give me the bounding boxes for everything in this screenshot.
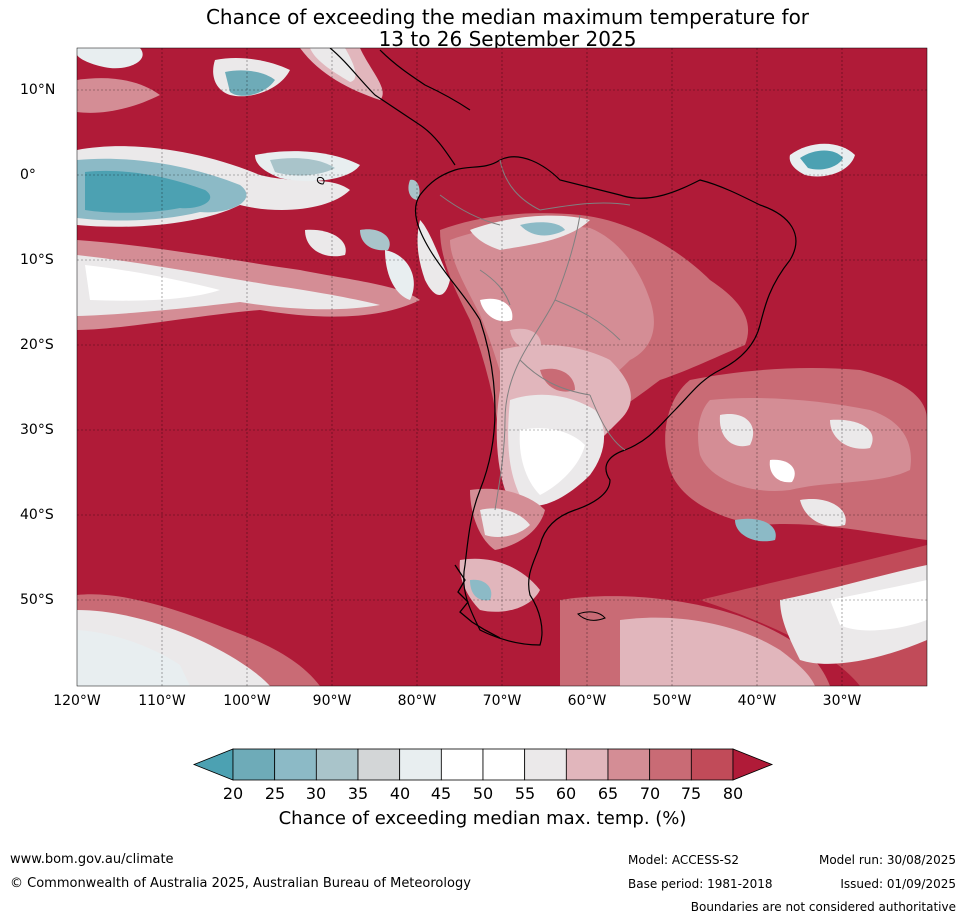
- footer-model-run: Model run: 30/08/2025: [818, 853, 956, 867]
- colorbar-tick-label: 50: [472, 784, 494, 803]
- colorbar-arrow-high: [732, 748, 774, 781]
- colorbar-segment: [274, 748, 317, 781]
- lon-tick-label: 120°W: [53, 693, 101, 709]
- lat-tick-label: 50°S: [20, 592, 54, 608]
- colorbar-segment: [232, 748, 276, 781]
- southern-ocean-bands: [77, 545, 927, 686]
- colorbar-tick-label: 55: [514, 784, 536, 803]
- lat-tick-label: 20°S: [20, 337, 54, 353]
- equatorial-atlantic-cool-region: [789, 143, 855, 177]
- colorbar-tick-label: 45: [430, 784, 452, 803]
- colorbar-segment: [357, 748, 401, 781]
- colorbar-segment: [524, 748, 567, 781]
- lon-tick-label: 110°W: [138, 693, 186, 709]
- footer-base-period: Base period: 1981-2018: [628, 877, 773, 891]
- central-america-coastline: [329, 48, 471, 166]
- lon-tick-label: 100°W: [223, 693, 271, 709]
- colorbar-tick-label: 60: [555, 784, 577, 803]
- colorbar-arrow-low: [192, 748, 234, 781]
- colorbar-segment: [482, 748, 526, 781]
- south-america-interior-regions: [408, 179, 749, 612]
- lon-tick-label: 30°W: [822, 693, 862, 709]
- gridlines: [77, 48, 927, 686]
- colorbar-segment: [315, 748, 359, 781]
- colorbar-segment: [607, 748, 651, 781]
- chilean-fjords: [454, 564, 501, 639]
- colorbar-segment: [565, 748, 609, 781]
- lon-tick-label: 70°W: [482, 693, 522, 709]
- lat-tick-label: 0°: [20, 167, 36, 183]
- galapagos-islands: [316, 177, 325, 185]
- south-america-coastline: [415, 156, 797, 646]
- pacific-equatorial-cool-region: [77, 146, 360, 227]
- lon-tick-label: 80°W: [397, 693, 437, 709]
- lat-tick-label: 10°N: [20, 82, 56, 98]
- south-atlantic-mottled-region: [665, 368, 927, 542]
- colorbar-title: Chance of exceeding median max. temp. (%…: [278, 808, 687, 829]
- lat-tick-label: 40°S: [20, 507, 54, 523]
- colorbar-tick-label: 75: [680, 784, 702, 803]
- colorbar-segment: [399, 748, 442, 781]
- colorbar-tick-label: 65: [597, 784, 619, 803]
- colorbar-tick-label: 20: [222, 784, 244, 803]
- map-frame: [76, 47, 928, 687]
- colorbar-tick-label: 35: [347, 784, 369, 803]
- lon-tick-label: 60°W: [567, 693, 607, 709]
- colorbar-tick-label: 70: [639, 784, 661, 803]
- footer-issued: Issued: 01/09/2025: [840, 877, 956, 891]
- map-title-line2: 13 to 26 September 2025: [378, 27, 637, 51]
- north-pacific-light-region: [77, 48, 383, 113]
- colorbar-tick-label: 25: [264, 784, 286, 803]
- footer-model: Model: ACCESS-S2: [628, 853, 740, 867]
- colorbar-segment: [649, 748, 692, 781]
- colorbar-tick-label: 40: [389, 784, 411, 803]
- lat-tick-label: 10°S: [20, 252, 54, 268]
- colorbar-tick-label: 30: [305, 784, 327, 803]
- falkland-islands: [577, 611, 606, 621]
- colorbar-segment: [440, 748, 484, 781]
- footer-url[interactable]: www.bom.gov.au/climate: [10, 852, 174, 867]
- footer-disclaimer: Boundaries are not considered authoritat…: [690, 900, 956, 914]
- lon-tick-label: 50°W: [652, 693, 692, 709]
- colorbar-tick-label: 80: [722, 784, 744, 803]
- southeast-pacific-bands: [77, 229, 420, 330]
- footer-copyright: © Commonwealth of Australia 2025, Austra…: [10, 876, 471, 891]
- lon-tick-label: 90°W: [312, 693, 352, 709]
- colorbar-segment: [690, 748, 734, 781]
- map-title-line1: Chance of exceeding the median maximum t…: [205, 5, 810, 29]
- lon-tick-label: 40°W: [737, 693, 777, 709]
- lat-tick-label: 30°S: [20, 422, 54, 438]
